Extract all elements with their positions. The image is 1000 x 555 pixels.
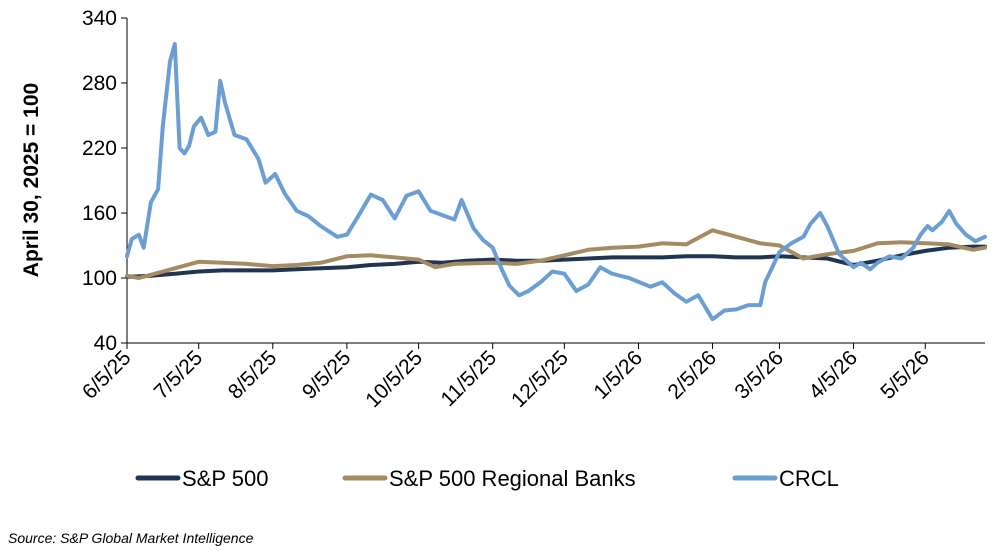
x-tick-label: 3/5/26 — [730, 346, 788, 404]
y-tick-label: 280 — [82, 72, 117, 95]
series-line-s-p-500-regional-banks — [125, 228, 987, 280]
legend: S&P 500 S&P 500 Regional Banks CRCL — [135, 466, 839, 491]
source-note: Source: S&P Global Market Intelligence — [8, 530, 254, 546]
y-tick-label: 340 — [82, 7, 117, 30]
series-line-crcl — [125, 42, 987, 322]
chart-axes — [126, 18, 985, 344]
x-tick-label: 12/5/25 — [507, 346, 573, 412]
x-tick-label: 5/5/26 — [876, 346, 934, 404]
y-tick-label: 220 — [82, 137, 117, 160]
x-tick-label: 9/5/25 — [298, 346, 356, 404]
x-tick-label: 1/5/26 — [589, 346, 647, 404]
y-tick-label: 160 — [82, 202, 117, 225]
series-lines — [125, 42, 987, 322]
x-tick-label: 2/5/26 — [664, 346, 722, 404]
legend-label: S&P 500 Regional Banks — [389, 466, 636, 491]
x-tick-label: 4/5/26 — [805, 346, 863, 404]
x-tick-label: 8/5/25 — [224, 346, 282, 404]
y-axis-ticks: 40 100 160 220 280 340 — [82, 7, 127, 355]
x-axis-ticks: 6/5/25 7/5/25 8/5/25 9/5/25 10/5/25 11/5/25 12… — [78, 343, 934, 412]
x-tick-label: 10/5/25 — [361, 346, 427, 412]
x-tick-label: 7/5/25 — [150, 346, 208, 404]
y-tick-label: 100 — [82, 267, 117, 290]
legend-label: S&P 500 — [182, 466, 268, 491]
x-tick-label: 11/5/25 — [436, 346, 501, 411]
y-tick-label: 40 — [94, 332, 117, 355]
y-axis-title: April 30, 2025 = 100 — [20, 83, 43, 277]
legend-label: CRCL — [779, 466, 839, 491]
